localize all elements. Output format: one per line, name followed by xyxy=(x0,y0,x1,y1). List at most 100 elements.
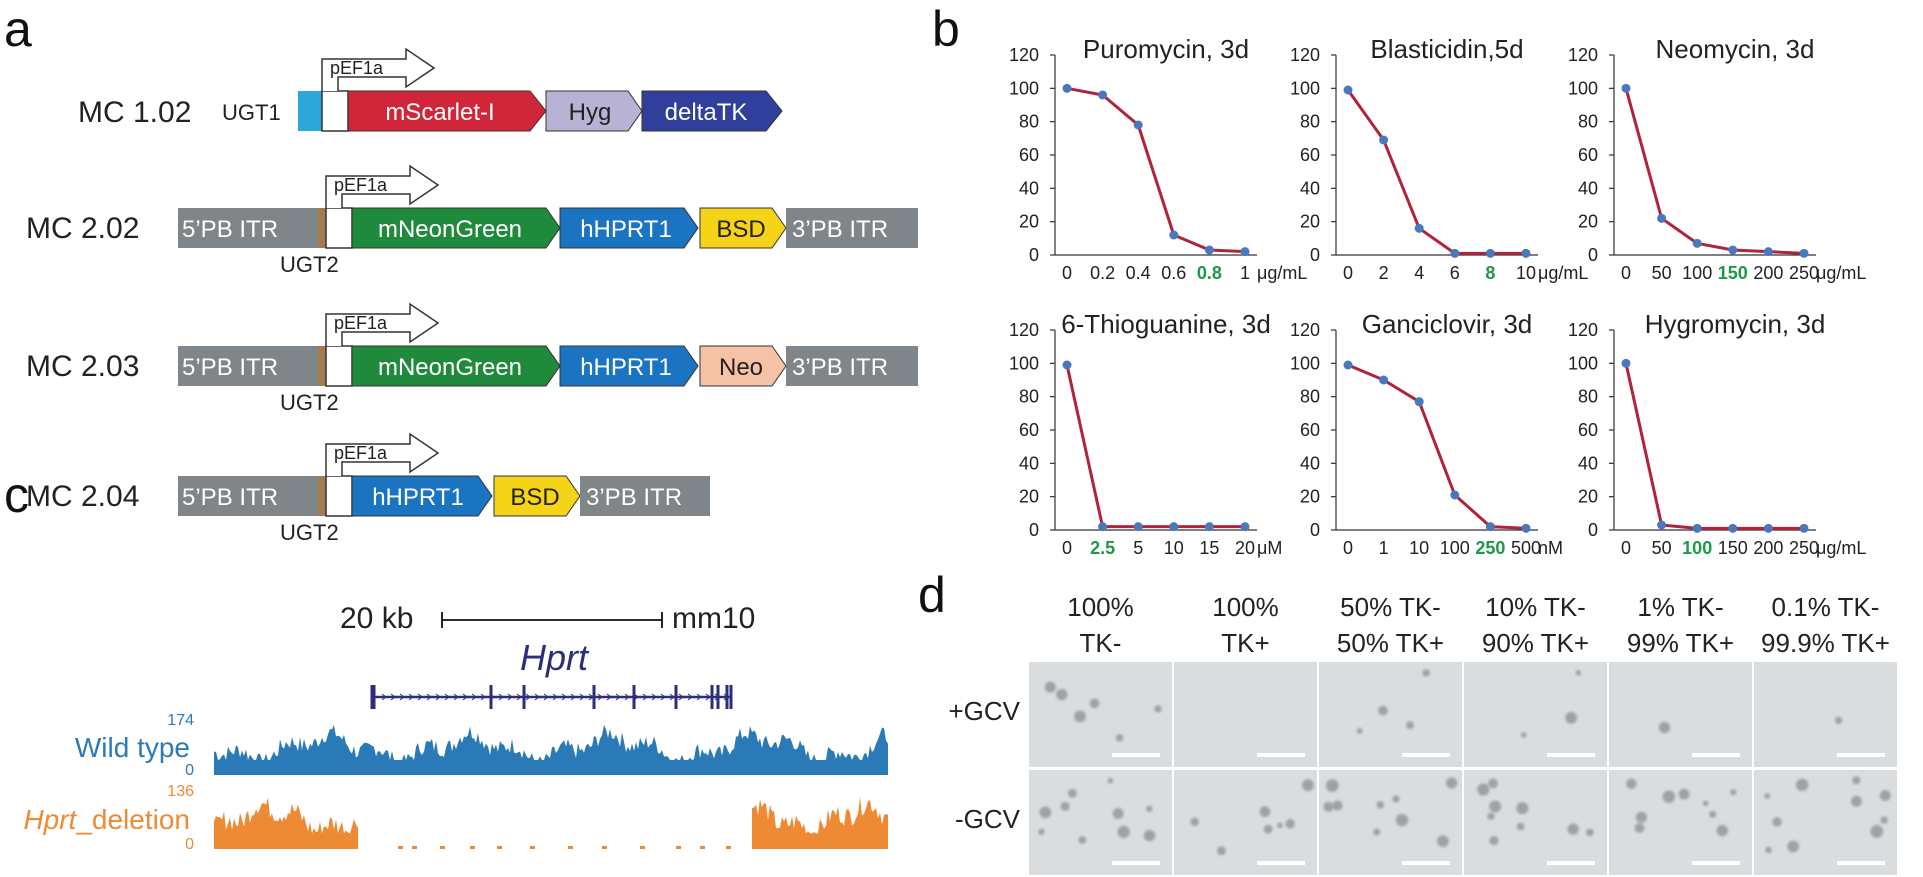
strand-arrow-icon xyxy=(444,693,450,701)
hhprt1-part xyxy=(559,207,699,249)
y-tick-label: 80 xyxy=(1578,112,1598,132)
x-tick-label: 100 xyxy=(1682,263,1712,283)
colony xyxy=(1067,788,1077,798)
ugt1-block xyxy=(298,91,322,131)
micrograph xyxy=(1609,662,1752,767)
y-tick-label: 60 xyxy=(1300,420,1320,440)
y-tick-label: 60 xyxy=(1019,145,1039,165)
x-tick-label: 100 xyxy=(1440,538,1470,558)
data-point xyxy=(1414,223,1424,233)
colony xyxy=(1112,808,1124,820)
promoter-label: pEF1a xyxy=(330,58,384,78)
deletion-label-rest: _deletion xyxy=(75,804,190,835)
wildtype-track-label: Wild type xyxy=(75,732,190,763)
colony xyxy=(1489,800,1502,813)
panel-letter-c: c xyxy=(4,467,29,523)
strand-arrow-icon xyxy=(507,693,513,701)
data-point xyxy=(1379,135,1389,145)
series-line xyxy=(1624,363,1804,530)
data-point xyxy=(1204,245,1214,255)
mneongreen-part xyxy=(351,207,561,249)
strand-arrow-icon xyxy=(570,693,576,701)
colony xyxy=(1190,817,1200,827)
chart-6: Hygromycin, 3d 0 20 40 60 80 100 120 0 50 100 150 20… xyxy=(1568,309,1866,558)
data-point xyxy=(1098,522,1108,532)
colony xyxy=(1658,721,1671,734)
x-tick-label-highlight: 250 xyxy=(1475,538,1505,558)
strand-arrow-icon xyxy=(552,693,558,701)
y-tick-label: 80 xyxy=(1300,112,1320,132)
part-label: mNeonGreen xyxy=(378,354,522,381)
panel-letter-b: b xyxy=(932,1,960,57)
data-point xyxy=(1728,245,1738,255)
chart-title: Hygromycin, 3d xyxy=(1645,309,1826,339)
chart-title: Ganciclovir, 3d xyxy=(1362,309,1533,339)
hhprt1-part xyxy=(559,345,699,387)
y-tick-label: 20 xyxy=(1578,212,1598,232)
mscarlet-part xyxy=(347,90,547,132)
colony xyxy=(1488,778,1498,789)
y-tick-label: 40 xyxy=(1300,453,1320,473)
promoter-block xyxy=(325,207,353,249)
chart-3: Neomycin, 3d 0 20 40 60 80 100 120 0 50 100 150 200 2… xyxy=(1568,34,1866,283)
right-itr-label: 3’PB ITR xyxy=(792,354,888,381)
data-point xyxy=(1521,523,1531,533)
chart-title: Puromycin, 3d xyxy=(1083,34,1249,64)
colony xyxy=(1764,793,1771,799)
colony xyxy=(1117,825,1130,839)
x-tick-label: 0 xyxy=(1062,263,1072,283)
y-tick-label: 80 xyxy=(1019,387,1039,407)
promoter-block xyxy=(321,90,349,132)
ugt-label: UGT2 xyxy=(280,520,339,545)
deletion-ymin: 0 xyxy=(185,836,194,853)
colony xyxy=(1678,788,1690,800)
hhprt1-part xyxy=(351,475,493,517)
right-itr xyxy=(580,476,710,516)
micrograph xyxy=(1464,662,1607,767)
y-tick-label: 0 xyxy=(1588,245,1598,265)
promoter-block xyxy=(325,345,353,387)
data-point xyxy=(1728,523,1738,533)
colony xyxy=(1107,777,1114,784)
strand-arrow-icon xyxy=(606,693,612,701)
wildtype-coverage-track xyxy=(214,725,888,775)
gene-model xyxy=(370,685,733,709)
y-tick-label: 100 xyxy=(1009,78,1039,98)
colony xyxy=(1115,734,1124,742)
y-tick-label: 100 xyxy=(1290,353,1320,373)
y-tick-label: 40 xyxy=(1019,178,1039,198)
x-tick-label: 4 xyxy=(1414,263,1424,283)
ugt-label: UGT2 xyxy=(280,390,339,415)
y-tick-label: 120 xyxy=(1290,45,1320,65)
strand-arrow-icon xyxy=(417,693,423,701)
strand-arrow-icon xyxy=(471,693,477,701)
row-label: +GCV xyxy=(948,696,1020,726)
colony xyxy=(1662,790,1676,803)
column-header-line1: 100% xyxy=(1212,592,1279,622)
colony xyxy=(1437,835,1449,848)
colony xyxy=(1259,806,1271,817)
micrograph xyxy=(1319,662,1462,767)
x-tick-label-highlight: 150 xyxy=(1718,263,1748,283)
colony xyxy=(1834,716,1843,725)
data-point xyxy=(1169,230,1179,240)
panel-a-constructs: MC 1.02 UGT1 pEF1a mScarlet-I Hyg deltaT… xyxy=(26,47,918,545)
colony xyxy=(1392,795,1400,803)
data-point xyxy=(1485,248,1495,258)
neo-part xyxy=(699,345,787,387)
series-line xyxy=(1066,86,1246,254)
part-label: hHPRT1 xyxy=(580,216,672,243)
x-tick-label-highlight: 0.8 xyxy=(1197,263,1222,283)
exon xyxy=(729,685,733,709)
promoter-label: pEF1a xyxy=(334,443,388,463)
left-itr-label: 5’PB ITR xyxy=(182,216,278,243)
colony xyxy=(1575,670,1582,676)
strand-arrow-icon xyxy=(705,693,711,701)
chart-1: Puromycin, 3d 0 20 40 60 80 100 120 0 0.2 0.4 0.6 0.… xyxy=(1009,34,1307,283)
strand-arrow-icon xyxy=(453,693,459,701)
data-point xyxy=(1450,248,1460,258)
colony xyxy=(1565,711,1578,724)
data-point xyxy=(1485,522,1495,532)
